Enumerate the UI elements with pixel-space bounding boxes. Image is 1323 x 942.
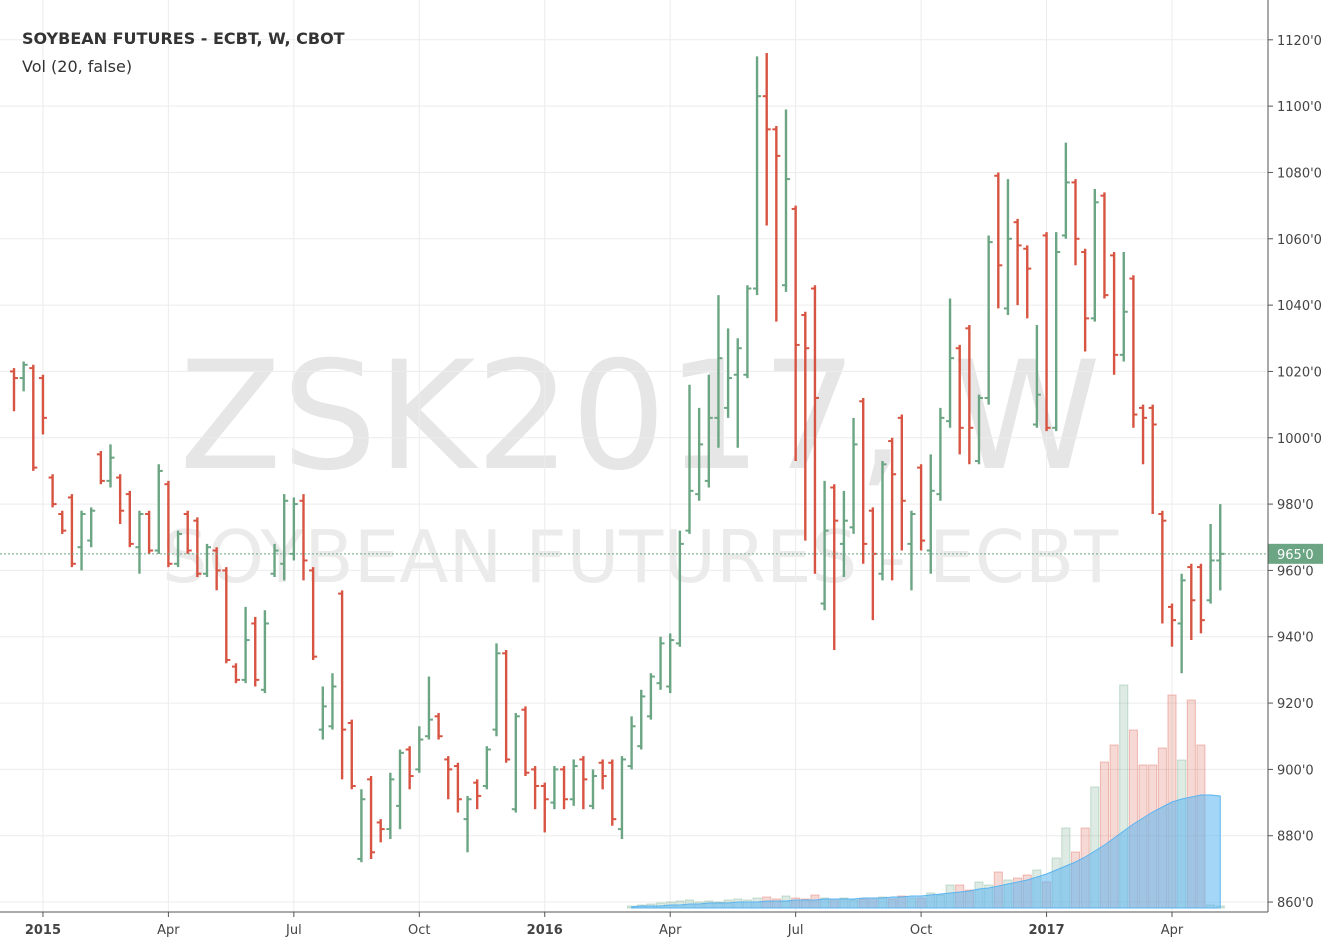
y-tick-label: 1080'0 xyxy=(1277,166,1322,181)
y-tick-label: 1040'0 xyxy=(1277,299,1322,314)
x-tick-label: Jul xyxy=(285,923,302,938)
y-tick-label: 1100'0 xyxy=(1277,100,1322,115)
y-tick-label: 960'0 xyxy=(1277,564,1314,579)
y-tick-label: 900'0 xyxy=(1277,763,1314,778)
x-tick-label: Apr xyxy=(1161,923,1184,938)
x-tick-label: Apr xyxy=(659,923,682,938)
y-tick-label: 920'0 xyxy=(1277,697,1314,712)
x-tick-label: 2016 xyxy=(527,923,563,938)
y-tick-label: 1020'0 xyxy=(1277,365,1322,380)
volume-ma-area xyxy=(631,794,1221,909)
chart-title: SOYBEAN FUTURES - ECBT, W, CBOT xyxy=(22,29,345,48)
y-tick-label: 940'0 xyxy=(1277,631,1314,646)
y-tick-label: 1120'0 xyxy=(1277,34,1322,49)
x-tick-label: Oct xyxy=(408,923,430,938)
y-tick-label: 1000'0 xyxy=(1277,432,1322,447)
watermark-subtitle: SOYBEAN FUTURES - ECBT xyxy=(162,515,1119,599)
y-tick-label: 980'0 xyxy=(1277,498,1314,513)
last-price-label: 965'0 xyxy=(1277,548,1314,563)
y-tick-label: 860'0 xyxy=(1277,896,1314,911)
x-tick-label: 2015 xyxy=(25,923,61,938)
x-tick-label: Jul xyxy=(787,923,804,938)
y-tick-label: 880'0 xyxy=(1277,830,1314,845)
chart-subtitle: Vol (20, false) xyxy=(22,57,132,76)
x-tick-label: Oct xyxy=(910,923,932,938)
y-tick-label: 1060'0 xyxy=(1277,233,1322,248)
last-price-box xyxy=(1268,543,1323,564)
watermark: ZSK2017, W xyxy=(179,330,1101,504)
x-tick-label: Apr xyxy=(157,923,180,938)
x-tick-label: 2017 xyxy=(1028,923,1064,938)
